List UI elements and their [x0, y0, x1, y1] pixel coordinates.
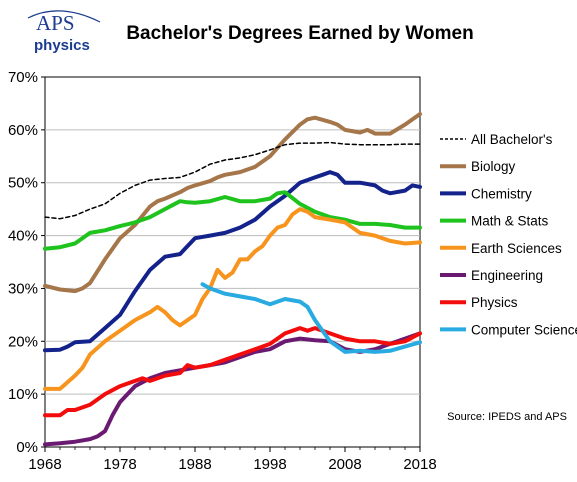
legend: All Bachelor's Biology Chemistry Math & Sta…: [440, 132, 577, 337]
series-line-earth-sciences: [43, 207, 422, 391]
series-line-computer-science: [200, 282, 422, 354]
logo-swoosh-icon: [27, 10, 101, 23]
x-tick-label: 1968: [28, 456, 61, 473]
y-tick-label: 0%: [16, 439, 38, 456]
y-tick-label: 20%: [8, 333, 38, 350]
legend-label-computer-science: Computer Science: [471, 322, 577, 337]
x-tick-label: 1998: [253, 456, 286, 473]
legend-label-biology: Biology: [471, 159, 516, 174]
legend-label-chemistry: Chemistry: [471, 186, 532, 201]
y-tick-label: 50%: [8, 175, 38, 192]
y-tick-label: 60%: [8, 122, 38, 139]
series-line-all-bachelor-s: [44, 141, 421, 220]
series-line-biology: [43, 112, 422, 294]
legend-label-math-stats: Math & Stats: [471, 214, 549, 229]
aps-logo: APS physics: [27, 10, 101, 54]
series-line-chemistry: [43, 170, 422, 353]
y-tick-label: 30%: [8, 280, 38, 297]
y-tick-label: 40%: [8, 228, 38, 245]
series-line-physics: [43, 326, 422, 418]
series-lines: [43, 112, 422, 447]
plot-frame: [44, 76, 421, 448]
legend-label-engineering: Engineering: [471, 268, 543, 283]
legend-label-all-bachelor-s: All Bachelor's: [471, 132, 553, 147]
series-line-math-stats: [43, 190, 422, 251]
y-tick-label: 70%: [8, 69, 38, 86]
x-tick-label: 1978: [103, 456, 136, 473]
x-axis: 1968 1978 1988 1998 2008 2018: [28, 447, 437, 473]
y-tick-label: 10%: [8, 386, 38, 403]
x-tick-label: 1988: [178, 456, 211, 473]
legend-label-earth-sciences: Earth Sciences: [471, 241, 562, 256]
logo-main: APS: [36, 11, 75, 35]
chart-title: Bachelor's Degrees Earned by Women: [126, 23, 473, 44]
logo-sub: physics: [34, 37, 90, 54]
x-tick-label: 2018: [403, 456, 436, 473]
legend-label-physics: Physics: [471, 295, 518, 310]
x-tick-label: 2008: [328, 456, 361, 473]
source-note: Source: IPEDS and APS: [447, 411, 567, 423]
y-axis: 0% 10% 20% 30% 40% 50% 60% 70%: [8, 69, 45, 456]
